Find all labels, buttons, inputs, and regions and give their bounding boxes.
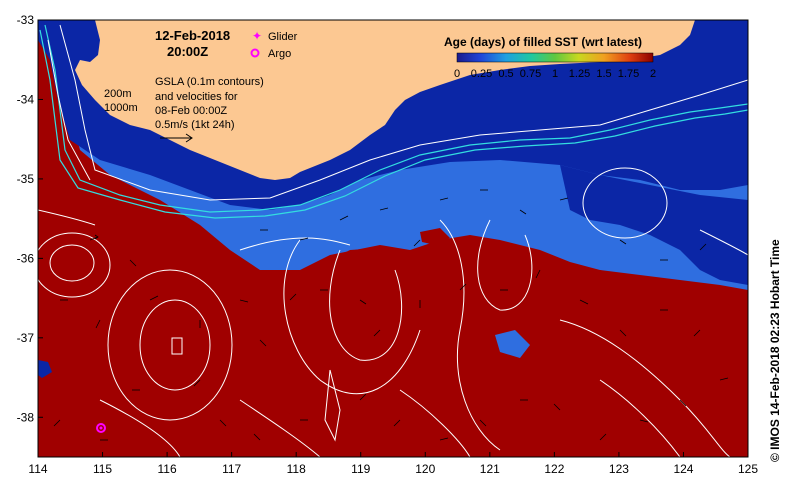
depth-label-200m: 200m — [104, 88, 132, 100]
isobath-1000m — [39, 29, 748, 219]
lon-tick-label: 116 — [158, 462, 177, 476]
lon-tick-label: 121 — [480, 462, 500, 476]
imos-credit: © IMOS 14-Feb-2018 02:23 Hobart Time — [768, 239, 782, 462]
depth-label-1000m: 1000m — [104, 102, 138, 114]
colorbar-tick-label: 1 — [552, 68, 558, 80]
lon-tick-label: 122 — [544, 462, 564, 476]
red-intrusion-3 — [600, 270, 720, 320]
gsla-contours — [38, 24, 748, 457]
lat-tick-label: -38 — [17, 410, 35, 424]
colorbar-title: Age (days) of filled SST (wrt latest) — [444, 35, 642, 49]
lon-tick-label: 123 — [609, 462, 629, 476]
colorbar-tick-label: 0.75 — [520, 68, 541, 80]
lat-tick-label: -34 — [17, 92, 35, 106]
lon-tick-label: 115 — [93, 462, 112, 476]
plot-frame — [37, 19, 749, 458]
blue-patch-south — [495, 330, 530, 358]
lon-tick-label: 117 — [222, 462, 241, 476]
gsla-note-line1: GSLA (0.1m contours) — [155, 76, 264, 88]
red-intrusion-2 — [420, 228, 450, 245]
colorbar-tick-label: 1.75 — [618, 68, 639, 80]
argo-label: Argo — [268, 48, 291, 60]
colorbar-tick-label: 0.25 — [471, 68, 492, 80]
colorbar-tick-label: 0 — [454, 68, 460, 80]
lon-tick-label: 124 — [673, 462, 693, 476]
scale-arrow-icon — [160, 133, 193, 143]
lon-tick-label: 114 — [28, 462, 47, 476]
map-time: 20:00Z — [167, 44, 208, 59]
lon-tick-label: 118 — [287, 462, 306, 476]
colorbar-tick-label: 0.5 — [498, 68, 513, 80]
gsla-note-line3: 08-Feb 00:00Z — [155, 105, 227, 117]
gsla-note-line4: 0.5m/s (1kt 24h) — [155, 119, 234, 131]
isobath-200m — [44, 24, 748, 213]
glider-marker-icon: ✦ — [252, 29, 262, 43]
lon-tick-label: 119 — [351, 462, 370, 476]
gsla-note-line2: and velocities for — [155, 91, 238, 103]
blue-patch-sw — [38, 360, 52, 378]
argo-marker-center — [99, 426, 103, 430]
lat-tick-label: -36 — [17, 251, 35, 265]
lon-tick-label: 120 — [415, 462, 435, 476]
velocity-arrows — [53, 189, 729, 441]
argo-marker — [96, 423, 106, 433]
colorbar-tick-label: 2 — [650, 68, 656, 80]
deep-blue-east — [560, 165, 748, 285]
colorbar-ticks: 0 0.25 0.5 0.75 1 1.25 1.5 1.75 2 — [454, 68, 656, 80]
longitude-axis: 114 115 116 117 118 119 120 121 122 123 124 125 — [28, 452, 758, 476]
lat-tick-label: -35 — [17, 172, 35, 186]
colorbar-tick-label: 1.25 — [569, 68, 590, 80]
latitude-axis: -33 -34 -35 -36 -37 -38 — [17, 13, 43, 424]
red-intrusion-1 — [330, 248, 395, 275]
glider-label: Glider — [268, 31, 298, 43]
lon-tick-label: 125 — [738, 462, 758, 476]
lat-tick-label: -33 — [17, 13, 35, 27]
map-date: 12-Feb-2018 — [155, 28, 230, 43]
argo-legend-icon — [250, 48, 260, 58]
colorbar — [456, 52, 654, 63]
lat-tick-label: -37 — [17, 331, 35, 345]
colorbar-tick-label: 1.5 — [596, 68, 611, 80]
